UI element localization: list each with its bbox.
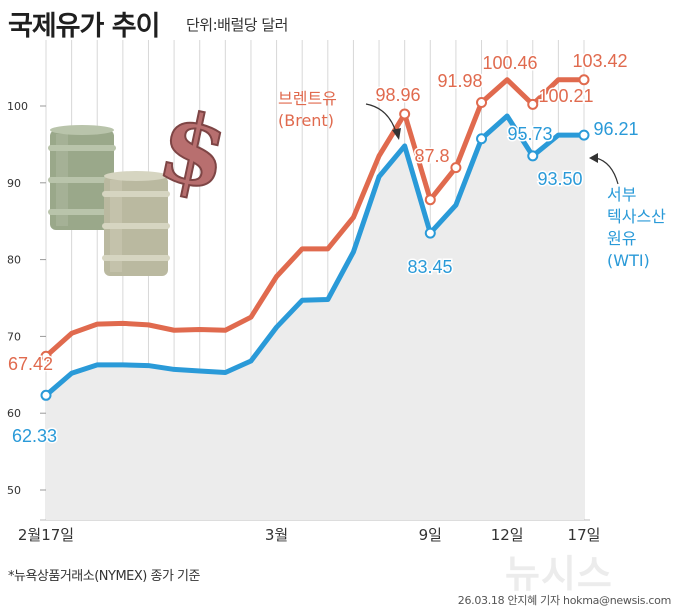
wti-line — [43, 113, 587, 398]
wti-data-point — [476, 133, 488, 145]
brent-data-point — [476, 96, 488, 108]
barrel-rib — [102, 191, 170, 197]
brent-series-label: (Brent) — [278, 111, 334, 130]
wti-series-label: (WTI) — [607, 251, 650, 270]
chart-unit: 단위:배럴당 달러 — [186, 16, 288, 34]
wti-data-point — [424, 227, 436, 239]
y-tick-label: 50 — [7, 484, 21, 497]
wti-value-label: 83.45 — [407, 257, 452, 277]
y-tick-label: 70 — [7, 330, 21, 343]
brent-data-point — [450, 162, 462, 174]
barrel-top — [104, 171, 168, 181]
chart-title: 국제유가 추이 — [8, 11, 160, 42]
y-tick-label: 90 — [7, 177, 21, 190]
x-tick-label: 2월17일 — [18, 526, 74, 544]
wti-arrow-head — [589, 153, 598, 163]
wti-series-label: 원유 — [607, 229, 636, 248]
x-tick-label: 12일 — [491, 526, 524, 544]
source-note: *뉴욕상품거래소(NYMEX) 종가 기준 — [8, 569, 200, 584]
brent-data-point — [527, 98, 539, 110]
brent-data-point — [40, 350, 52, 362]
wti-data-point — [578, 129, 590, 141]
wti-value-label: 95.73 — [507, 124, 552, 144]
x-tick-label: 9일 — [419, 526, 442, 544]
barrel-rib — [48, 177, 116, 183]
oil-barrel-front-icon — [102, 171, 170, 276]
wti-series-label: 텍사스산 — [607, 207, 666, 226]
x-tick-label: 17일 — [568, 526, 601, 544]
wti-area-fill — [46, 115, 584, 520]
brent-value-label: 100.21 — [538, 86, 593, 106]
wti-data-point — [40, 389, 52, 401]
brent-data-point — [578, 74, 590, 86]
byline-credit: 26.03.18 안지혜 기자 hokma@newsis.com — [457, 594, 672, 607]
wti-series-label: 서부 — [607, 185, 636, 204]
brent-pointer-arrow — [365, 103, 397, 133]
y-tick-label: 60 — [7, 407, 21, 420]
brent-data-point — [399, 108, 411, 120]
brent-value-label: 91.98 — [437, 71, 482, 91]
wti-data-point — [527, 150, 539, 162]
brent-value-label: 100.46 — [482, 53, 537, 73]
brent-value-label: 103.42 — [572, 51, 627, 71]
wti-pointer-arrow — [595, 157, 619, 185]
wti-value-label: 93.50 — [537, 169, 582, 189]
brent-arrow-head — [392, 128, 401, 140]
brent-value-label: 87.8 — [414, 146, 449, 166]
x-tick-label: 3월 — [265, 526, 288, 544]
brent-value-label: 98.96 — [375, 85, 420, 105]
barrel-rib — [102, 255, 170, 261]
brent-value-label: 67.42 — [8, 354, 53, 374]
brent-line — [43, 77, 587, 359]
brent-data-point — [424, 194, 436, 206]
brent-series-label: 브렌트유 — [278, 89, 337, 108]
barrel-rib — [102, 223, 170, 229]
barrel-top — [50, 125, 114, 135]
y-tick-label: 80 — [7, 254, 21, 267]
wti-value-label: 96.21 — [593, 119, 638, 139]
barrel-rib — [48, 209, 116, 215]
newsis-watermark: 뉴시스 — [505, 552, 613, 596]
oil-barrel-back-icon — [48, 125, 116, 230]
barrel-rib — [48, 145, 116, 151]
y-tick-label: 100 — [7, 100, 28, 113]
wti-value-label: 62.33 — [12, 426, 57, 446]
